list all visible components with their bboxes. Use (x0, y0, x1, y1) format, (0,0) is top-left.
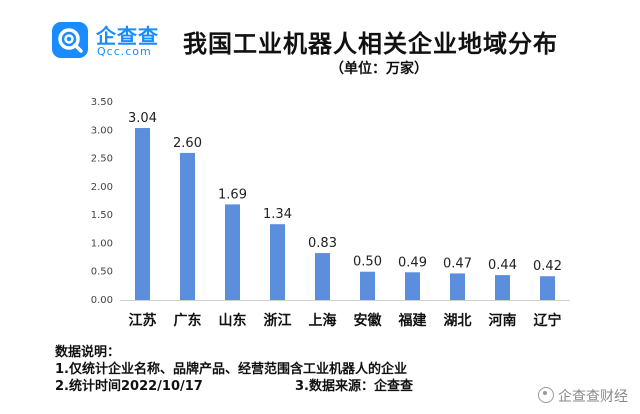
chart-unit: （单位：万家） (330, 61, 428, 77)
watermark: 企查查财经 (538, 386, 628, 406)
bar-10 (540, 276, 555, 300)
data-label-9: 0.44 (488, 258, 517, 273)
watermark-text: 企查查财经 (558, 389, 628, 405)
data-label-4: 1.34 (263, 207, 292, 222)
bar-5 (315, 253, 330, 300)
category-label-10: 辽宁 (534, 312, 562, 329)
y-tick-label: 3.00 (91, 125, 113, 136)
qcc-logo: 企查查 Qcc.com (52, 20, 202, 64)
data-notes: 数据说明： 1.仅统计企业名称、品牌产品、经营范围含工业机器人的企业 2.统计时… (55, 344, 413, 395)
y-tick-label: 2.00 (91, 182, 113, 193)
notes-heading: 数据说明： (55, 345, 121, 360)
logo-name: 企查查 (96, 24, 159, 48)
data-label-8: 0.47 (443, 256, 472, 271)
chart-title: 我国工业机器人相关企业地域分布 (183, 30, 558, 58)
data-label-1: 3.04 (128, 111, 157, 126)
data-label-2: 2.60 (173, 136, 202, 151)
bar-7 (405, 272, 420, 300)
y-tick-label: 3.50 (91, 97, 113, 108)
y-tick-label: 1.00 (91, 238, 113, 249)
bar-6 (360, 271, 375, 300)
data-label-5: 0.83 (308, 236, 337, 251)
bar-9 (495, 275, 510, 300)
data-label-6: 0.50 (353, 255, 382, 270)
category-label-4: 浙江 (264, 312, 292, 329)
note-row: 2.统计时间2022/10/17 3.数据来源：企查查 (55, 378, 413, 395)
category-label-2: 广东 (174, 312, 202, 329)
logo-domain: Qcc.com (97, 45, 152, 58)
data-label-7: 0.49 (398, 255, 427, 270)
y-tick-label: 0.00 (91, 295, 113, 306)
bar-3 (225, 204, 240, 300)
category-label-6: 安徽 (354, 312, 383, 329)
bar-2 (180, 152, 195, 300)
y-tick-label: 0.50 (91, 267, 113, 278)
category-label-1: 江苏 (129, 312, 157, 329)
category-label-3: 山东 (219, 312, 247, 329)
note-line-1: 1.仅统计企业名称、品牌产品、经营范围含工业机器人的企业 (55, 362, 407, 377)
bar-1 (135, 128, 150, 300)
data-label-10: 0.42 (533, 259, 562, 274)
note-line-2: 2.统计时间2022/10/17 (55, 379, 203, 394)
category-label-7: 福建 (398, 312, 427, 329)
category-label-8: 湖北 (444, 313, 472, 329)
bar-8 (450, 273, 465, 300)
y-tick-label: 1.50 (91, 210, 113, 221)
category-label-5: 上海 (309, 312, 337, 329)
y-tick-label: 2.50 (91, 154, 113, 165)
qcc-logo-icon (52, 22, 88, 58)
data-label-3: 1.69 (218, 187, 247, 202)
wechat-channel-icon (538, 387, 554, 403)
category-label-9: 河南 (489, 312, 517, 329)
bar-4 (270, 224, 285, 300)
note-line-3: 3.数据来源：企查查 (295, 379, 413, 394)
